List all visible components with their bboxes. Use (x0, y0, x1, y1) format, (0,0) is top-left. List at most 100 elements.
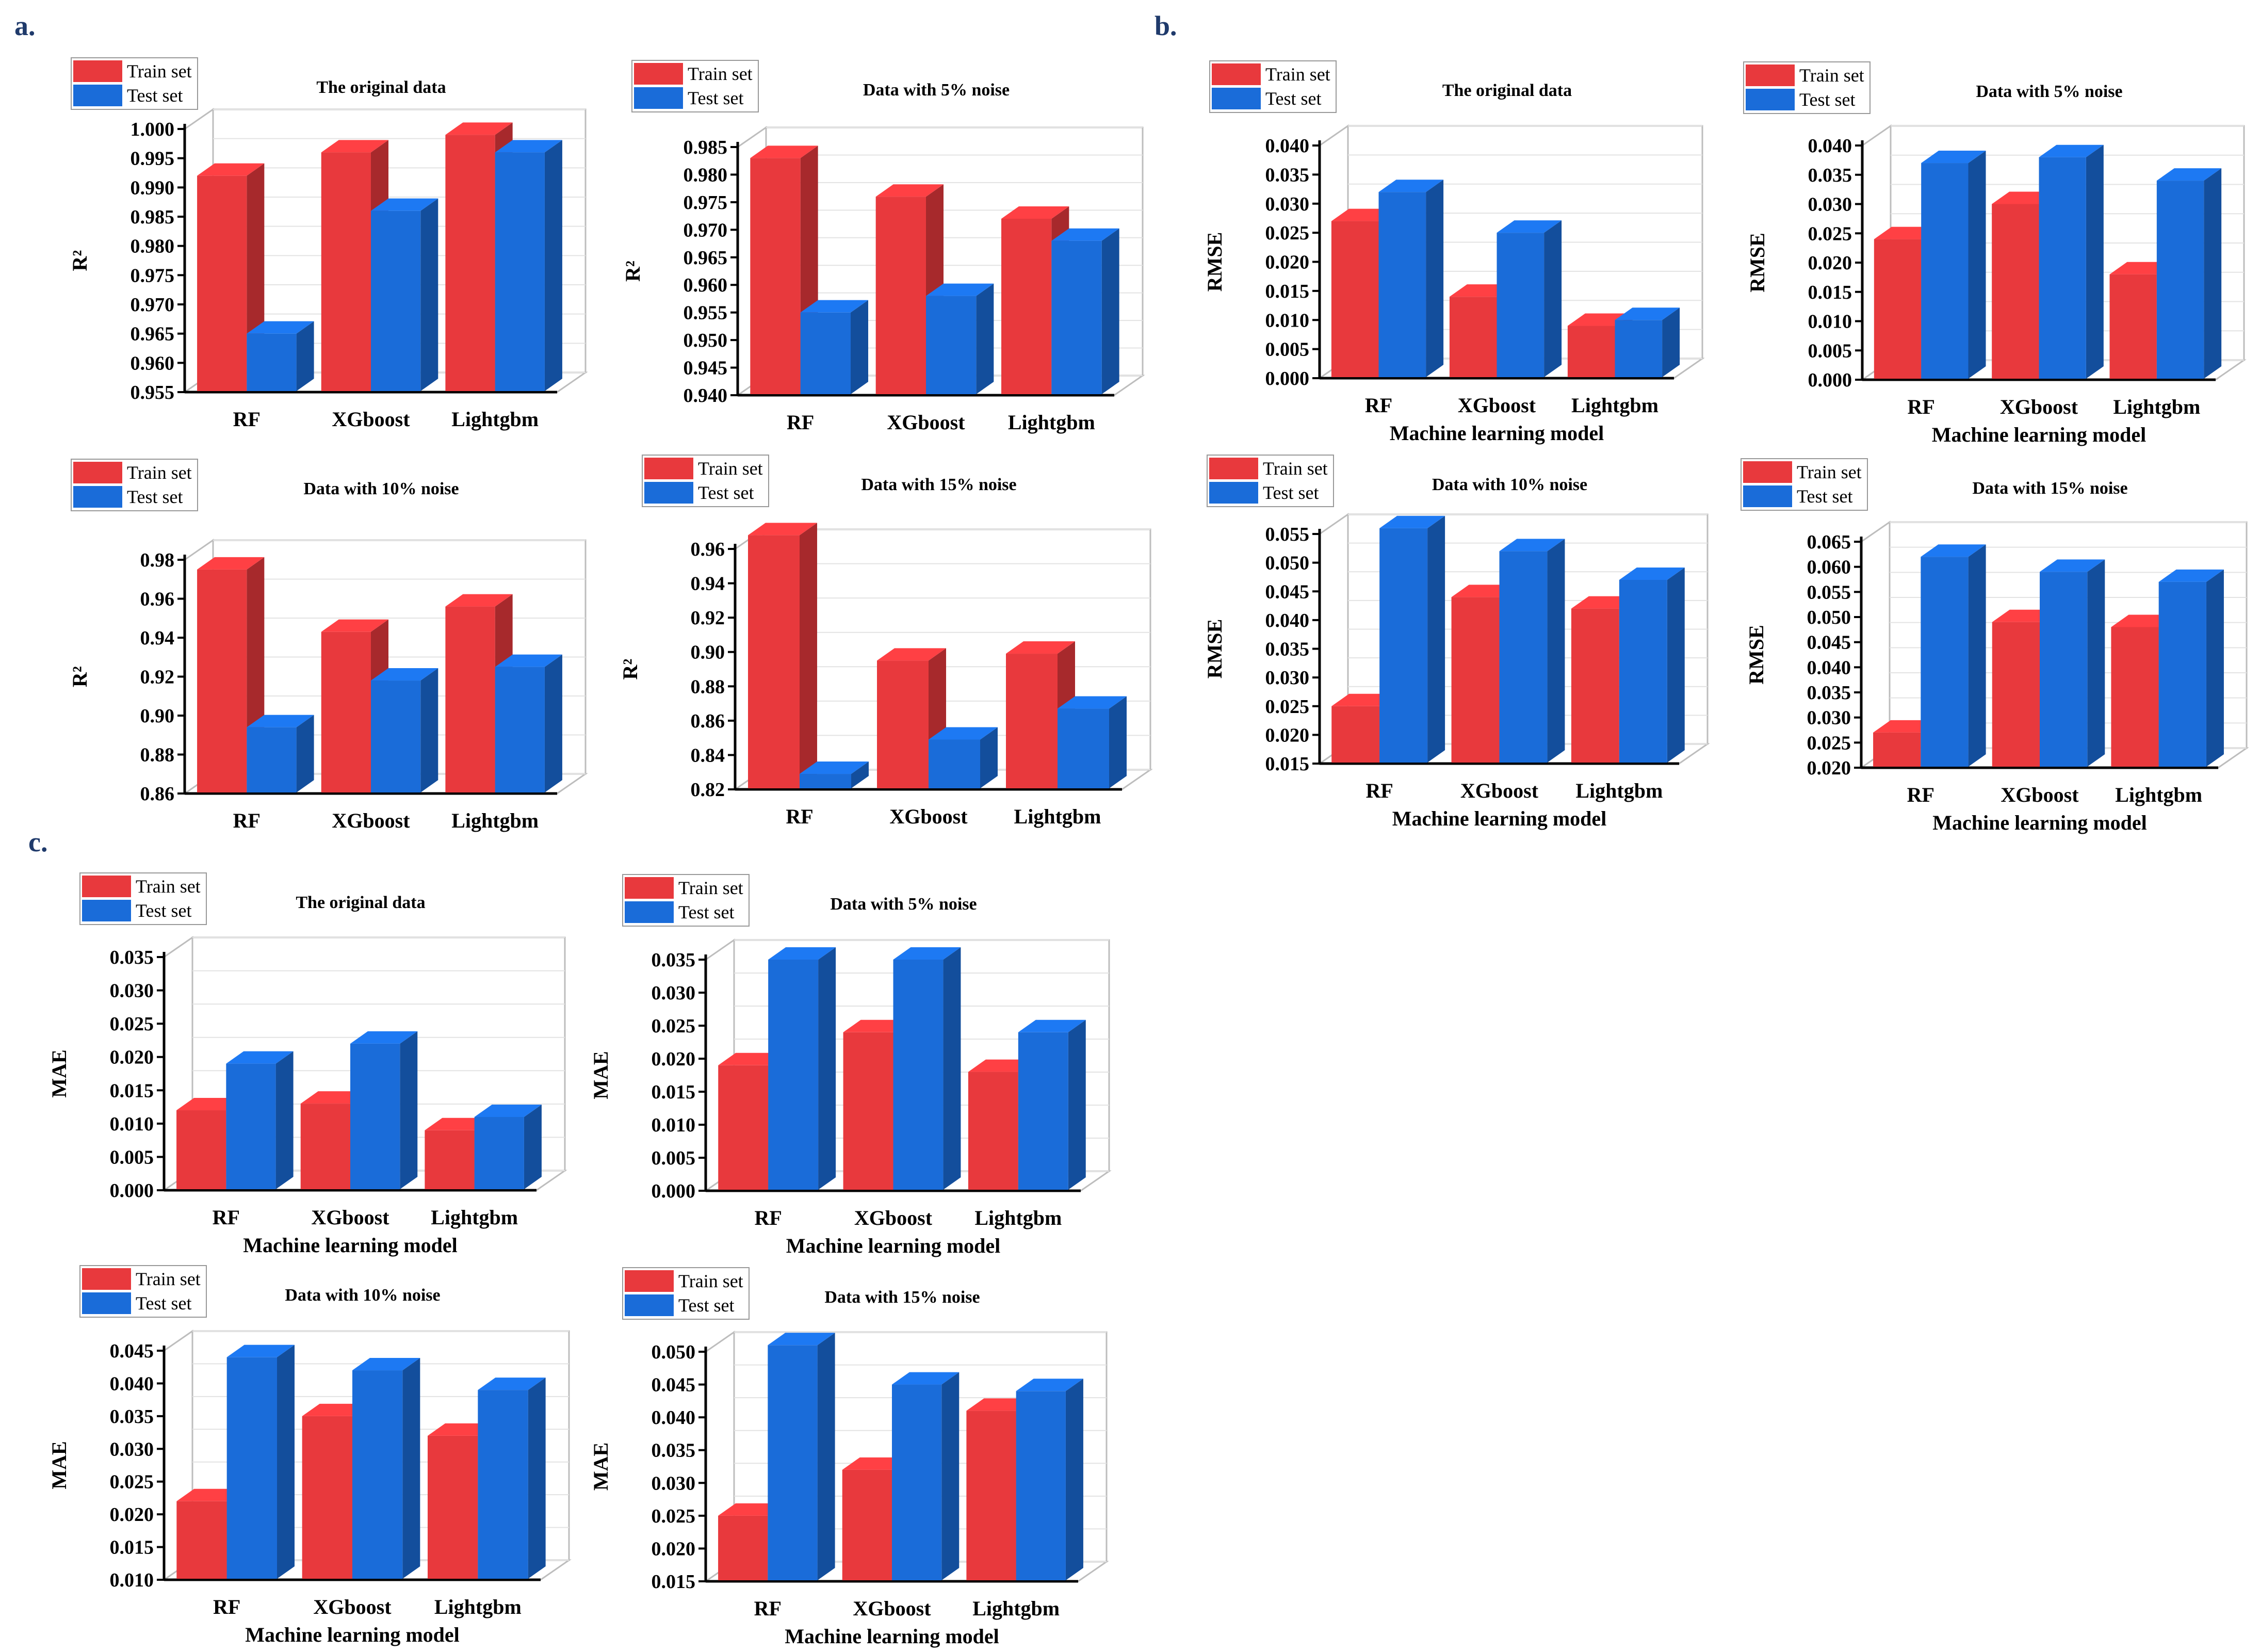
x-tick-label: XGboost (313, 1595, 392, 1618)
bar-top (445, 594, 513, 607)
bar-side (277, 1345, 295, 1579)
legend-label-train: Train set (678, 878, 743, 898)
legend: Train set Test set (1741, 458, 1868, 511)
y-tick-label: 0.055 (1807, 581, 1851, 603)
bar-test-rf (247, 727, 297, 792)
y-tick-label: 0.030 (1265, 667, 1310, 689)
bar-train-lightgbm (445, 606, 495, 792)
y-tick-label: 0.040 (1265, 135, 1310, 157)
bar-train-lightgbm (445, 135, 495, 391)
chart-b1: 0.000 0.005 0.010 0.015 0.020 0.025 0.030 0.035… (1203, 60, 1705, 445)
y-tick-label: 0.030 (1265, 193, 1310, 215)
bar-train-xgboost (1451, 597, 1500, 763)
bar-test-rf (800, 774, 851, 788)
chart-c3: 0.010 0.015 0.020 0.025 0.030 0.035 0.040 0.045… (47, 1265, 572, 1646)
x-tick-label: XGboost (889, 805, 968, 828)
bar-side (544, 654, 562, 792)
bar-top (2040, 559, 2105, 572)
chart-a3: 0.86 0.88 0.90 0.92 0.94 0.96 0.98 R² RF XGboost L… (68, 459, 588, 832)
legend-swatch-test (644, 482, 693, 504)
legend-label-train: Train set (1799, 65, 1864, 86)
legend-label-train: Train set (127, 61, 192, 82)
y-tick-label: 0.035 (1265, 164, 1310, 186)
bar-side (1667, 568, 1685, 763)
y-tick-label: 0.025 (652, 1015, 696, 1037)
y-axis-label: R² (68, 250, 91, 271)
bar-test-rf (226, 1357, 277, 1579)
y-tick-label: 0.050 (1265, 553, 1310, 574)
bar-top (321, 619, 388, 632)
panel-label-a: a. (14, 10, 36, 41)
y-tick-label: 0.005 (1808, 340, 1852, 362)
x-tick-label: XGboost (1458, 394, 1536, 417)
y-tick-label: 0.040 (1807, 657, 1851, 678)
legend-swatch-train (82, 876, 131, 897)
bar-train-rf (718, 1065, 769, 1190)
bar-test-xgboost (371, 681, 421, 792)
y-tick-label: 0.010 (110, 1569, 154, 1591)
bar-test-rf (768, 1345, 818, 1580)
x-tick-label: XGboost (2000, 395, 2078, 418)
bar-top (495, 140, 562, 153)
x-tick-label: Lightgbm (1575, 779, 1663, 802)
x-tick-label: Lightgbm (972, 1597, 1060, 1620)
bar-test-lightgbm (1016, 1391, 1066, 1580)
bar-top (768, 1333, 835, 1346)
bar-side (1547, 539, 1565, 763)
x-tick-label: XGboost (887, 411, 965, 434)
chart-b3: 0.015 0.020 0.025 0.030 0.035 0.040 0.045 0.050… (1203, 455, 1710, 830)
bar-train-xgboost (1992, 622, 2040, 767)
y-tick-label: 0.94 (691, 573, 725, 595)
panel-label-c: c. (28, 827, 47, 857)
y-tick-label: 0.990 (131, 177, 175, 199)
legend-label-train: Train set (1263, 458, 1328, 479)
y-tick-label: 0.000 (1808, 369, 1852, 391)
y-tick-label: 0.88 (140, 744, 175, 766)
bar-top (197, 163, 265, 176)
legend-label-test: Test set (127, 85, 183, 106)
legend-swatch-test (73, 85, 122, 106)
y-tick-label: 0.045 (110, 1340, 154, 1362)
legend: Train set Test set (642, 455, 769, 507)
legend: Train set Test set (631, 60, 759, 112)
bar-top (748, 523, 817, 536)
y-tick-label: 0.040 (1265, 610, 1310, 631)
x-tick-label: RF (787, 411, 814, 434)
bar-test-xgboost (2039, 157, 2086, 379)
bar-test-xgboost (1497, 233, 1544, 377)
bar-top (1379, 515, 1445, 528)
x-axis-label: Machine learning model (786, 1234, 1001, 1257)
bar-train-xgboost (1992, 204, 2039, 379)
bar-top (875, 184, 944, 197)
y-tick-label: 0.050 (1807, 607, 1851, 628)
bar-test-lightgbm (1619, 580, 1667, 763)
y-tick-label: 0.030 (652, 1472, 696, 1494)
bar-top (1921, 151, 1986, 164)
y-tick-label: 0.940 (684, 385, 728, 407)
bar-test-rf (1921, 163, 1969, 379)
legend-label-test: Test set (136, 1293, 191, 1314)
legend: Train set Test set (622, 874, 750, 927)
bar-side (1968, 544, 1986, 767)
chart-title: Data with 15% noise (861, 475, 1016, 494)
y-tick-label: 0.86 (691, 710, 725, 732)
bar-train-rf (197, 569, 247, 792)
charts-layer: 0.955 0.960 0.965 0.970 0.975 0.980 0.985 0.990… (47, 57, 2249, 1648)
bar-side (800, 523, 817, 788)
legend-swatch-train (625, 1270, 674, 1292)
y-tick-label: 0.010 (110, 1113, 154, 1135)
x-axis-label: Machine learning model (1390, 422, 1604, 445)
legend-swatch-test (1746, 89, 1795, 110)
y-axis-label: RMSE (1746, 233, 1769, 293)
legend-swatch-test (625, 1294, 674, 1316)
chart-title: Data with 10% noise (1432, 475, 1587, 494)
bar-top (800, 762, 869, 774)
bar-test-lightgbm (1058, 708, 1109, 788)
legend-swatch-test (82, 900, 131, 921)
bar-train-rf (1331, 221, 1379, 377)
bar-test-rf (1378, 192, 1426, 377)
bar-side (1065, 1379, 1083, 1580)
bar-top (247, 321, 314, 334)
bar-train-rf (1874, 239, 1922, 379)
bar-train-lightgbm (425, 1130, 475, 1189)
